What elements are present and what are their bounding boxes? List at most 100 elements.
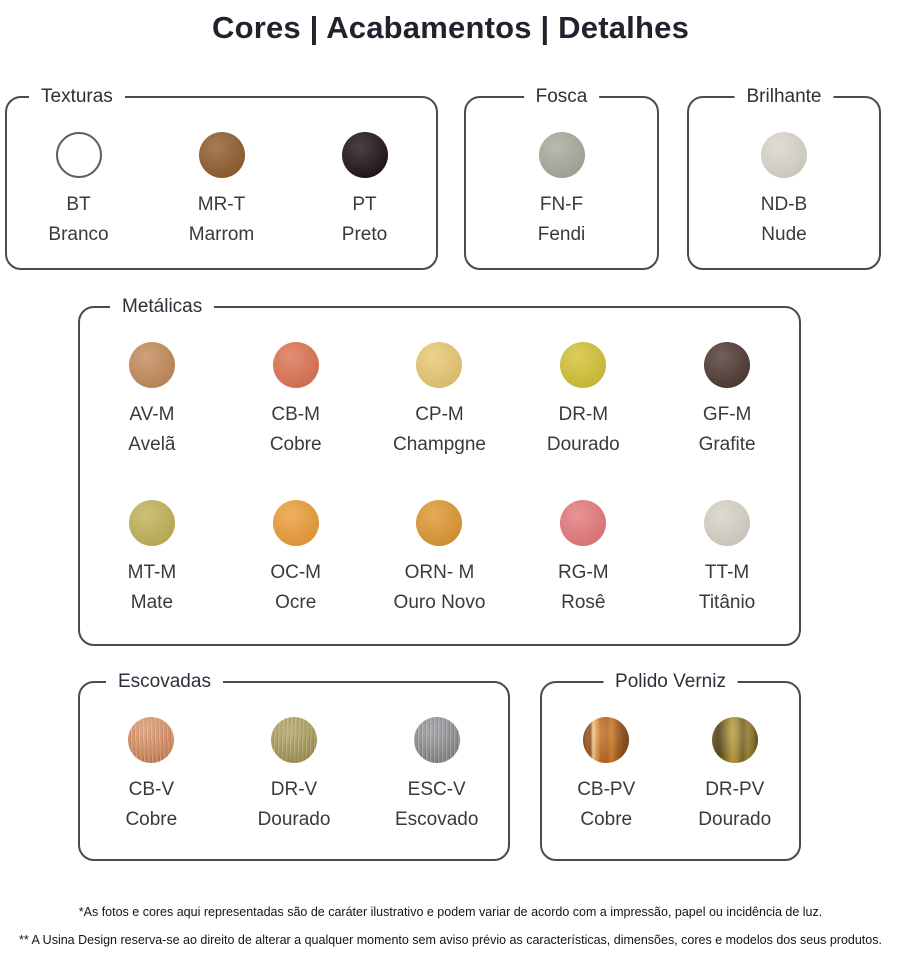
swatch-circle-mr-t bbox=[198, 132, 245, 178]
disclaimer-line-1: *As fotos e cores aqui representadas são… bbox=[78, 905, 823, 919]
swatch-code: FN-F bbox=[539, 194, 584, 215]
swatch-code: CB-M bbox=[271, 404, 320, 425]
swatch-name: Cobre bbox=[580, 809, 633, 830]
swatch-code: GF-M bbox=[702, 404, 752, 425]
swatch-dr-m: DR-M Dourado bbox=[511, 342, 655, 456]
swatch-code: ORN- M bbox=[404, 562, 475, 583]
swatch-code: PT bbox=[352, 194, 377, 215]
group-texturas: Texturas BT Branco MR-T Marrom PT Preto bbox=[5, 84, 438, 270]
group-fosca-swatches: FN-F Fendi bbox=[466, 98, 657, 246]
swatch-circle-tt-m bbox=[704, 500, 751, 546]
swatch-name: Cobre bbox=[125, 809, 178, 830]
swatch-mt-m: MT-M Mate bbox=[80, 500, 224, 614]
swatch-circle-mt-m bbox=[128, 500, 175, 546]
swatch-name: Ouro Novo bbox=[393, 592, 486, 613]
swatch-code: DR-M bbox=[558, 404, 609, 425]
group-brilhante: Brilhante ND-B Nude bbox=[687, 84, 881, 270]
swatch-name: Marrom bbox=[188, 224, 255, 245]
group-fosca: Fosca FN-F Fendi bbox=[464, 84, 659, 270]
swatch-code: ESC-V bbox=[407, 779, 466, 800]
disclaimer-line-2: ** A Usina Design reserva-se ao direito … bbox=[19, 933, 882, 947]
swatch-circle-dr-m bbox=[560, 342, 607, 388]
swatch-circle-fn-f bbox=[538, 132, 585, 178]
swatch-code: CP-M bbox=[415, 404, 464, 425]
swatch-name: Branco bbox=[48, 224, 109, 245]
swatch-esc-v: ESC-V Escovado bbox=[365, 717, 508, 831]
swatch-name: Cobre bbox=[269, 434, 322, 455]
group-polido-verniz: Polido Verniz CB-PV Cobre DR-PV Dourado bbox=[540, 669, 801, 861]
swatch-circle-oc-m bbox=[272, 500, 319, 546]
group-fosca-label: Fosca bbox=[523, 84, 600, 110]
group-brilhante-swatches: ND-B Nude bbox=[689, 98, 879, 246]
swatch-fn-f: FN-F Fendi bbox=[466, 132, 657, 246]
swatch-cb-pv: CB-PV Cobre bbox=[542, 717, 671, 831]
swatch-code: TT-M bbox=[704, 562, 750, 583]
swatch-circle-dr-pv bbox=[711, 717, 758, 763]
swatch-name: Escovado bbox=[394, 809, 479, 830]
swatch-circle-pt bbox=[341, 132, 388, 178]
group-texturas-swatches: BT Branco MR-T Marrom PT Preto bbox=[7, 98, 436, 246]
swatch-name: Rosê bbox=[561, 592, 606, 613]
swatch-name: Fendi bbox=[537, 224, 586, 245]
swatch-av-m: AV-M Avelã bbox=[80, 342, 224, 456]
swatch-code: ND-B bbox=[760, 194, 808, 215]
swatch-gf-m: GF-M Grafite bbox=[655, 342, 799, 456]
swatch-cb-m: CB-M Cobre bbox=[224, 342, 368, 456]
swatch-oc-m: OC-M Ocre bbox=[224, 500, 368, 614]
swatch-code: CB-PV bbox=[577, 779, 636, 800]
swatch-orn-m: ORN- M Ouro Novo bbox=[368, 500, 512, 614]
group-texturas-label: Texturas bbox=[29, 84, 125, 110]
swatch-circle-bt bbox=[55, 132, 102, 178]
swatch-circle-cb-m bbox=[272, 342, 319, 388]
swatch-nd-b: ND-B Nude bbox=[689, 132, 879, 246]
group-polido-verniz-label: Polido Verniz bbox=[603, 669, 738, 695]
swatch-circle-gf-m bbox=[704, 342, 751, 388]
swatch-name: Preto bbox=[341, 224, 388, 245]
swatch-tt-m: TT-M Titânio bbox=[655, 500, 799, 614]
swatch-circle-cp-m bbox=[416, 342, 463, 388]
swatch-code: CB-V bbox=[128, 779, 175, 800]
group-escovadas-label: Escovadas bbox=[106, 669, 223, 695]
swatch-name: Dourado bbox=[698, 809, 772, 830]
swatch-circle-cb-pv bbox=[583, 717, 630, 763]
swatch-circle-orn-m bbox=[416, 500, 463, 546]
swatch-code: DR-PV bbox=[705, 779, 765, 800]
swatch-dr-pv: DR-PV Dourado bbox=[671, 717, 800, 831]
swatch-dr-v: DR-V Dourado bbox=[223, 717, 366, 831]
swatch-mr-t: MR-T Marrom bbox=[150, 132, 293, 246]
swatch-code: MT-M bbox=[127, 562, 177, 583]
disclaimer: *As fotos e cores aqui representadas são… bbox=[0, 898, 901, 954]
group-polido-verniz-swatches: CB-PV Cobre DR-PV Dourado bbox=[542, 683, 799, 831]
swatch-circle-rg-m bbox=[560, 500, 607, 546]
swatch-code: DR-V bbox=[270, 779, 318, 800]
swatch-name: Grafite bbox=[698, 434, 756, 455]
group-brilhante-label: Brilhante bbox=[734, 84, 834, 110]
page-title: Cores | Acabamentos | Detalhes bbox=[211, 10, 690, 45]
swatch-name: Dourado bbox=[546, 434, 620, 455]
swatch-circle-cb-v bbox=[128, 717, 175, 763]
swatch-name: Ocre bbox=[275, 592, 317, 613]
swatch-code: MR-T bbox=[197, 194, 246, 215]
swatch-code: BT bbox=[66, 194, 91, 215]
group-escovadas-swatches: CB-V Cobre DR-V Dourado ESC-V Escovado bbox=[80, 683, 508, 831]
swatch-cp-m: CP-M Champgne bbox=[368, 342, 512, 456]
swatch-circle-esc-v bbox=[413, 717, 460, 763]
swatch-bt: BT Branco bbox=[7, 132, 150, 246]
swatch-code: OC-M bbox=[270, 562, 322, 583]
group-metalicas-label: Metálicas bbox=[110, 294, 215, 320]
swatch-name: Titânio bbox=[698, 592, 756, 613]
swatch-name: Avelã bbox=[128, 434, 176, 455]
group-escovadas: Escovadas CB-V Cobre DR-V Dourado ESC-V Escov… bbox=[78, 669, 510, 861]
swatch-name: Dourado bbox=[257, 809, 331, 830]
swatch-name: Champgne bbox=[393, 434, 486, 455]
swatch-cb-v: CB-V Cobre bbox=[80, 717, 223, 831]
swatch-name: Nude bbox=[761, 224, 807, 245]
swatch-rg-m: RG-M Rosê bbox=[511, 500, 655, 614]
swatch-circle-nd-b bbox=[761, 132, 807, 178]
swatch-circle-dr-v bbox=[271, 717, 317, 763]
swatch-code: AV-M bbox=[129, 404, 175, 425]
group-metalicas-swatches: AV-M Avelã CB-M Cobre CP-M Champgne DR-M Dourad… bbox=[80, 308, 799, 614]
group-metalicas: Metálicas AV-M Avelã CB-M Cobre CP-M Champgne… bbox=[78, 294, 801, 646]
swatch-pt: PT Preto bbox=[293, 132, 436, 246]
